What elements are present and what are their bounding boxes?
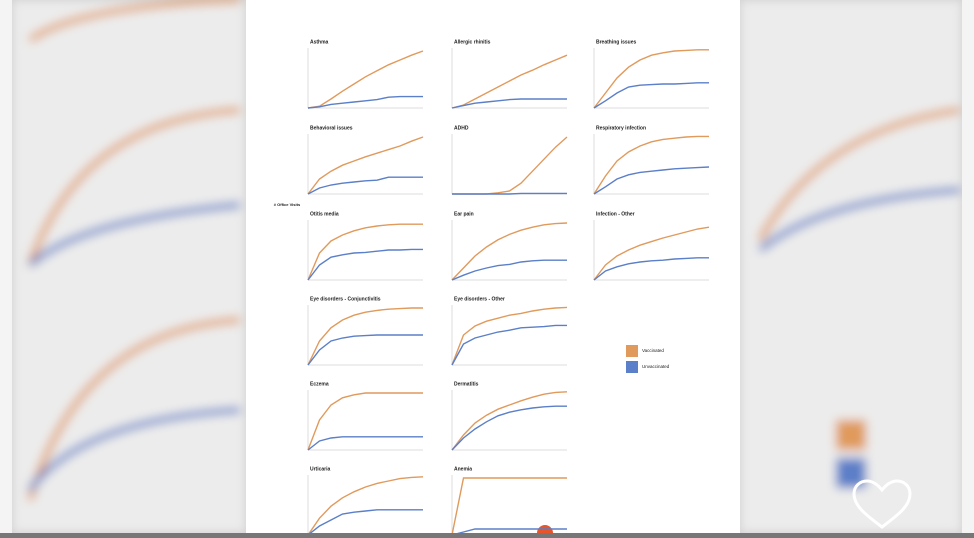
- series-line: [451, 391, 568, 451]
- series-line: [307, 307, 423, 366]
- series-line: [307, 392, 423, 451]
- series-line: [593, 135, 709, 195]
- panel-title: Urticaria: [310, 466, 331, 472]
- panel-title: Eye disorders - Other: [454, 296, 505, 302]
- panel-title: Allergic rhinitis: [454, 39, 491, 45]
- panel-title: Infection - Other: [596, 211, 635, 217]
- series-line: [593, 166, 710, 195]
- series-line: [451, 528, 567, 536]
- panel-title: ADHD: [454, 125, 469, 131]
- series-line: [307, 95, 423, 109]
- panel-title: Dermatitis: [454, 381, 479, 387]
- legend-swatch: [626, 345, 638, 357]
- series-line: [451, 324, 567, 366]
- series-line: [307, 509, 423, 536]
- edge: [962, 0, 974, 533]
- series-line: [307, 176, 423, 195]
- panel-title: Otitis media: [310, 211, 339, 217]
- series-line: [307, 476, 424, 536]
- series-line: [593, 257, 709, 281]
- panel-title: Eye disorders - Conjunctivitis: [310, 296, 381, 302]
- series-line: [593, 226, 710, 281]
- series-line: [451, 259, 567, 281]
- series-line: [593, 82, 709, 109]
- legend-swatch: [626, 361, 638, 373]
- like-icon[interactable]: [852, 479, 912, 529]
- series-line: [451, 98, 567, 109]
- series-line: [451, 54, 568, 109]
- panel-title: Eczema: [310, 381, 329, 387]
- series-line: [307, 248, 423, 281]
- series-line: [307, 136, 424, 195]
- panel-title: Breathing issues: [596, 39, 637, 45]
- panel-title: Anemia: [454, 466, 472, 472]
- panel-title: Ear pain: [454, 211, 474, 217]
- blurred-backdrop: [12, 0, 962, 533]
- panel-title: Behavioral issues: [310, 125, 353, 131]
- series-line: [307, 436, 423, 451]
- series-line: [451, 405, 567, 451]
- panel-title: Asthma: [310, 39, 329, 45]
- series-line: [451, 222, 568, 281]
- series-line: [307, 50, 424, 109]
- series-line: [451, 477, 567, 536]
- series-line: [451, 306, 568, 366]
- legend-label: Vaccinated: [642, 348, 664, 353]
- series-line: [307, 334, 423, 366]
- series-line: [452, 192, 567, 195]
- legend-label: Unvaccinated: [642, 364, 670, 369]
- edge: [0, 0, 12, 533]
- series-line: [307, 223, 423, 281]
- series-line: [593, 49, 709, 109]
- y-axis-label: # Office Visits: [274, 202, 301, 207]
- panel-title: Respiratory infection: [596, 125, 646, 131]
